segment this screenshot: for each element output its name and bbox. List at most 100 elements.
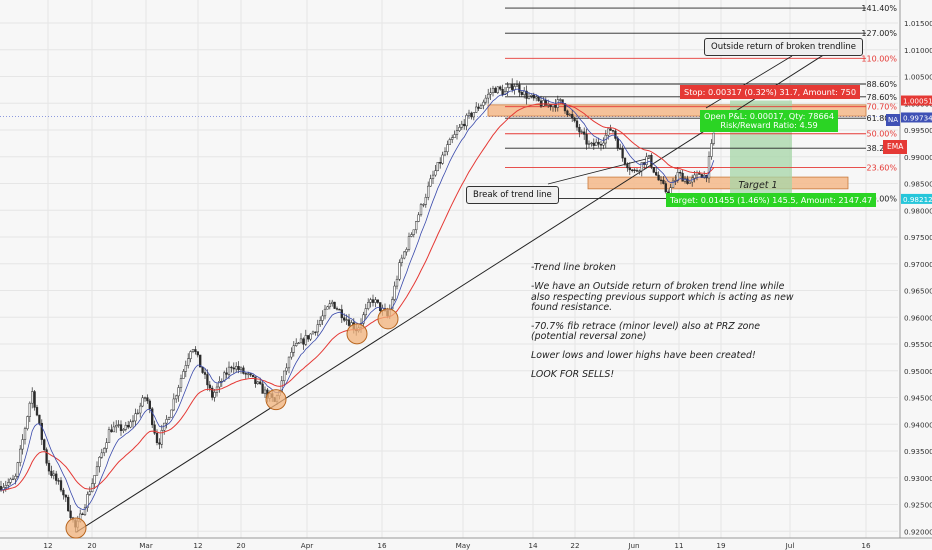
candle-body	[45, 449, 48, 464]
candle-body	[261, 383, 264, 394]
candle-body	[415, 221, 418, 231]
price-badge	[901, 112, 932, 123]
candle-body	[633, 169, 636, 171]
candle-body	[436, 162, 439, 171]
candle-body	[86, 494, 89, 508]
candle-body	[703, 174, 706, 178]
candle-body	[316, 324, 319, 333]
candle-body	[491, 87, 495, 93]
candle-body	[578, 126, 581, 133]
candle-body	[506, 87, 509, 92]
candle-body	[62, 489, 65, 496]
candle-body	[175, 395, 178, 400]
candle-body	[609, 128, 612, 131]
y-tick-label: 0.96500	[904, 287, 932, 296]
candle-body	[595, 141, 598, 146]
candle-body	[501, 89, 504, 95]
candle-body	[367, 302, 370, 309]
candle-body	[369, 299, 372, 303]
swing-low-marker	[265, 389, 287, 411]
note-line-6: (potential reversal zone)	[531, 331, 647, 342]
candle-body	[431, 174, 435, 180]
candle-body	[537, 96, 540, 102]
x-tick-label: 11	[674, 541, 683, 550]
y-tick-label: 0.94000	[904, 420, 932, 429]
candle-body	[83, 507, 87, 515]
fib-label: 88.60%	[866, 80, 897, 89]
candle-body	[16, 462, 19, 477]
y-tick-label: 0.92000	[904, 527, 932, 536]
candle-body	[69, 510, 72, 519]
candle-body	[52, 473, 55, 476]
y-tick-label: 0.96000	[904, 313, 932, 322]
candle-body	[122, 429, 125, 431]
candle-body	[688, 181, 691, 184]
candle-body	[391, 299, 394, 310]
candle-body	[64, 494, 67, 498]
open-pl-label[interactable]: Open P&L: 0.00017, Qty: 78664 Risk/Rewar…	[700, 110, 839, 132]
candle-body	[412, 229, 415, 235]
candle-body	[621, 148, 624, 159]
candle-body	[631, 169, 634, 171]
candle-body	[419, 204, 423, 216]
candle-body	[100, 452, 103, 458]
candle-body	[583, 131, 586, 135]
y-tick-label: 0.99000	[904, 153, 932, 162]
candle-body	[81, 513, 84, 515]
candle-body	[136, 412, 139, 415]
candle-body	[285, 367, 288, 372]
note-line-7: Lower lows and lower highs have been cre…	[531, 350, 756, 361]
y-tick-label: 0.93500	[904, 447, 932, 456]
candle-body	[707, 156, 711, 179]
candle-body	[499, 86, 502, 90]
candle-body	[422, 204, 425, 206]
y-tick-label: 1.01500	[904, 19, 932, 28]
candle-body	[21, 439, 24, 450]
candle-body	[283, 370, 286, 382]
candle-body	[592, 142, 595, 146]
candle-body	[655, 172, 658, 176]
price-badge	[901, 193, 932, 204]
candle-body	[607, 128, 610, 136]
x-tick-label: Jul	[785, 541, 795, 550]
fib-label: 78.60%	[866, 93, 897, 102]
candle-body	[511, 83, 514, 90]
price-badge	[901, 95, 932, 106]
candle-body	[148, 400, 151, 409]
candle-body	[179, 378, 183, 388]
candle-body	[395, 278, 399, 287]
candle-body	[107, 429, 111, 443]
y-tick-label: 0.99500	[904, 126, 932, 135]
x-tick-label: 12	[193, 541, 202, 550]
candle-body	[599, 144, 603, 146]
candle-body	[170, 409, 173, 418]
stop-order-label[interactable]: Stop: 0.00317 (0.32%) 31.7, Amount: 750	[680, 85, 861, 99]
candle-body	[326, 306, 329, 310]
candle-body	[211, 387, 214, 398]
candle-body	[218, 381, 221, 388]
callout-break-of-trend-line[interactable]: Break of trend line	[466, 186, 559, 204]
candle-body	[467, 112, 471, 116]
candle-body	[23, 428, 27, 440]
candle-body	[470, 112, 473, 118]
candle-body	[119, 424, 123, 431]
x-tick-label: May	[456, 541, 472, 550]
candle-body	[549, 104, 552, 108]
candle-body	[650, 154, 653, 168]
candle-body	[146, 397, 149, 402]
candle-body	[40, 422, 43, 440]
candle-body	[172, 398, 175, 411]
candle-body	[237, 366, 240, 371]
target-order-label[interactable]: Target: 0.01455 (1.46%) 145.5, Amount: 2…	[666, 193, 877, 207]
callout-outside-return[interactable]: Outside return of broken trendline	[704, 38, 863, 56]
candle-body	[623, 157, 627, 165]
candle-body	[568, 114, 571, 116]
candle-body	[347, 319, 351, 326]
candle-body	[535, 96, 538, 99]
candle-body	[191, 349, 195, 352]
candle-body	[619, 148, 622, 150]
candle-body	[659, 179, 663, 182]
candle-body	[410, 234, 413, 237]
x-tick-label: 16	[861, 541, 871, 550]
